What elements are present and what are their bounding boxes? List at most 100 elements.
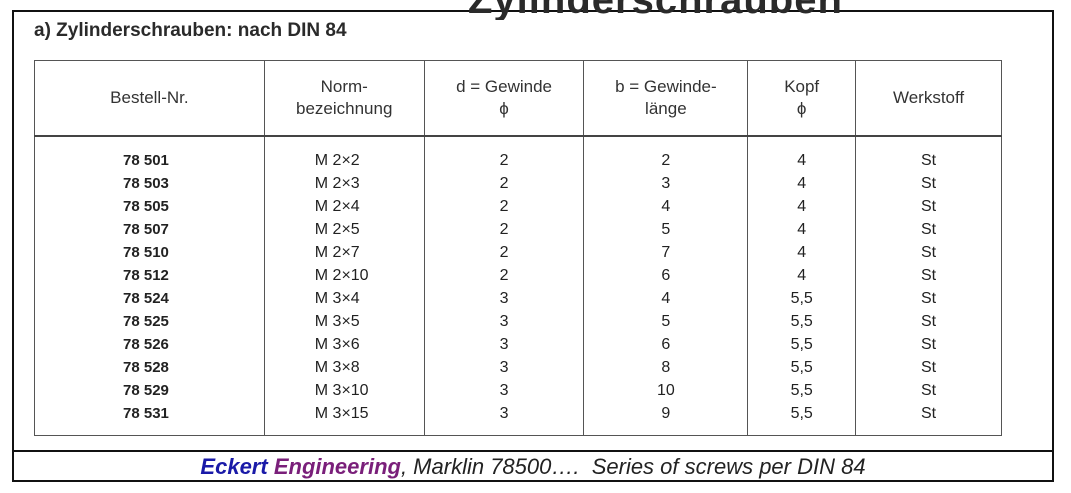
werkstoff-cell: St bbox=[855, 287, 1002, 310]
gewinde-cell: 2 bbox=[423, 218, 585, 241]
header-werkstoff: Werkstoff bbox=[855, 60, 1002, 137]
table-row: 78 503 M 2×3 2 3 4 St bbox=[34, 172, 1002, 195]
gewindelaenge-cell: 4 bbox=[583, 195, 749, 218]
kopf-cell: 4 bbox=[747, 241, 857, 264]
table-row: 78 529 M 3×10 3 10 5,5 St bbox=[34, 379, 1002, 402]
header-kopf: Kopf ϕ bbox=[747, 60, 857, 137]
gewindelaenge-cell: 10 bbox=[583, 379, 749, 402]
gewindelaenge-cell: 6 bbox=[583, 333, 749, 356]
cropped-heading-text: Zylinderschrauben bbox=[468, 0, 843, 20]
werkstoff-cell: St bbox=[855, 172, 1002, 195]
header-bestell-nr: Bestell-Nr. bbox=[34, 60, 265, 137]
table-row: 78 524 M 3×4 3 4 5,5 St bbox=[34, 287, 1002, 310]
kopf-cell: 4 bbox=[747, 172, 857, 195]
caption-company-second: Engineering bbox=[273, 454, 401, 479]
normbezeichnung-cell: M 2×4 bbox=[263, 195, 425, 218]
screw-table: Bestell-Nr. Norm-bezeichnung d = Gewinde… bbox=[34, 60, 1002, 436]
kopf-cell: 5,5 bbox=[747, 356, 857, 379]
gewinde-cell: 3 bbox=[423, 356, 585, 379]
gewindelaenge-cell: 6 bbox=[583, 264, 749, 287]
gewinde-cell: 2 bbox=[423, 264, 585, 287]
kopf-cell: 5,5 bbox=[747, 287, 857, 310]
bestell-nr-cell: 78 501 bbox=[34, 136, 265, 172]
werkstoff-cell: St bbox=[855, 136, 1002, 172]
bestell-nr-cell: 78 526 bbox=[34, 333, 265, 356]
bestell-nr-cell: 78 503 bbox=[34, 172, 265, 195]
bestell-nr-cell: 78 512 bbox=[34, 264, 265, 287]
gewinde-cell: 3 bbox=[423, 333, 585, 356]
gewindelaenge-cell: 7 bbox=[583, 241, 749, 264]
kopf-cell: 4 bbox=[747, 264, 857, 287]
gewinde-cell: 2 bbox=[423, 136, 585, 172]
werkstoff-cell: St bbox=[855, 356, 1002, 379]
bestell-nr-cell: 78 510 bbox=[34, 241, 265, 264]
caption-company-first: Eckert bbox=[200, 454, 268, 479]
kopf-cell: 4 bbox=[747, 218, 857, 241]
gewindelaenge-cell: 4 bbox=[583, 287, 749, 310]
gewinde-cell: 2 bbox=[423, 172, 585, 195]
werkstoff-cell: St bbox=[855, 402, 1002, 436]
kopf-cell: 5,5 bbox=[747, 379, 857, 402]
normbezeichnung-cell: M 2×3 bbox=[263, 172, 425, 195]
gewinde-cell: 2 bbox=[423, 195, 585, 218]
werkstoff-cell: St bbox=[855, 379, 1002, 402]
gewinde-cell: 2 bbox=[423, 241, 585, 264]
werkstoff-cell: St bbox=[855, 310, 1002, 333]
gewindelaenge-cell: 5 bbox=[583, 218, 749, 241]
caption-description: , Marklin 78500…. Series of screws per D… bbox=[400, 454, 866, 479]
bestell-nr-cell: 78 529 bbox=[34, 379, 265, 402]
bestell-nr-cell: 78 525 bbox=[34, 310, 265, 333]
table-row: 78 512 M 2×10 2 6 4 St bbox=[34, 264, 1002, 287]
table-header-row: Bestell-Nr. Norm-bezeichnung d = Gewinde… bbox=[34, 60, 1002, 137]
table-row: 78 510 M 2×7 2 7 4 St bbox=[34, 241, 1002, 264]
gewindelaenge-cell: 5 bbox=[583, 310, 749, 333]
normbezeichnung-cell: M 2×7 bbox=[263, 241, 425, 264]
gewindelaenge-cell: 3 bbox=[583, 172, 749, 195]
cropped-heading: Zylinderschrauben bbox=[468, 0, 848, 20]
section-title: a) Zylinderschrauben: nach DIN 84 bbox=[34, 20, 347, 41]
kopf-cell: 4 bbox=[747, 136, 857, 172]
table-row: 78 525 M 3×5 3 5 5,5 St bbox=[34, 310, 1002, 333]
kopf-cell: 5,5 bbox=[747, 333, 857, 356]
werkstoff-cell: St bbox=[855, 333, 1002, 356]
werkstoff-cell: St bbox=[855, 264, 1002, 287]
gewinde-cell: 3 bbox=[423, 287, 585, 310]
table-row: 78 507 M 2×5 2 5 4 St bbox=[34, 218, 1002, 241]
werkstoff-cell: St bbox=[855, 241, 1002, 264]
header-normbezeichnung: Norm-bezeichnung bbox=[263, 60, 425, 137]
bestell-nr-cell: 78 505 bbox=[34, 195, 265, 218]
gewinde-cell: 3 bbox=[423, 310, 585, 333]
normbezeichnung-cell: M 3×8 bbox=[263, 356, 425, 379]
werkstoff-cell: St bbox=[855, 218, 1002, 241]
document-frame bbox=[12, 10, 1054, 482]
bestell-nr-cell: 78 507 bbox=[34, 218, 265, 241]
caption-bar: Eckert Engineering, Marklin 78500…. Seri… bbox=[12, 450, 1054, 482]
table-row: 78 526 M 3×6 3 6 5,5 St bbox=[34, 333, 1002, 356]
normbezeichnung-cell: M 3×10 bbox=[263, 379, 425, 402]
table-row: 78 531 M 3×15 3 9 5,5 St bbox=[34, 402, 1002, 436]
normbezeichnung-cell: M 2×2 bbox=[263, 136, 425, 172]
normbezeichnung-cell: M 2×5 bbox=[263, 218, 425, 241]
bestell-nr-cell: 78 531 bbox=[34, 402, 265, 436]
normbezeichnung-cell: M 3×4 bbox=[263, 287, 425, 310]
gewindelaenge-cell: 8 bbox=[583, 356, 749, 379]
bestell-nr-cell: 78 528 bbox=[34, 356, 265, 379]
kopf-cell: 5,5 bbox=[747, 402, 857, 436]
table-row: 78 505 M 2×4 2 4 4 St bbox=[34, 195, 1002, 218]
table-row: 78 501 M 2×2 2 2 4 St bbox=[34, 136, 1002, 172]
bestell-nr-cell: 78 524 bbox=[34, 287, 265, 310]
werkstoff-cell: St bbox=[855, 195, 1002, 218]
normbezeichnung-cell: M 2×10 bbox=[263, 264, 425, 287]
header-gewinde: d = Gewinde ϕ bbox=[423, 60, 585, 137]
kopf-cell: 4 bbox=[747, 195, 857, 218]
header-gewindelaenge: b = Gewinde-länge bbox=[583, 60, 749, 137]
normbezeichnung-cell: M 3×6 bbox=[263, 333, 425, 356]
gewindelaenge-cell: 9 bbox=[583, 402, 749, 436]
gewinde-cell: 3 bbox=[423, 379, 585, 402]
gewindelaenge-cell: 2 bbox=[583, 136, 749, 172]
kopf-cell: 5,5 bbox=[747, 310, 857, 333]
table-row: 78 528 M 3×8 3 8 5,5 St bbox=[34, 356, 1002, 379]
normbezeichnung-cell: M 3×5 bbox=[263, 310, 425, 333]
normbezeichnung-cell: M 3×15 bbox=[263, 402, 425, 436]
gewinde-cell: 3 bbox=[423, 402, 585, 436]
